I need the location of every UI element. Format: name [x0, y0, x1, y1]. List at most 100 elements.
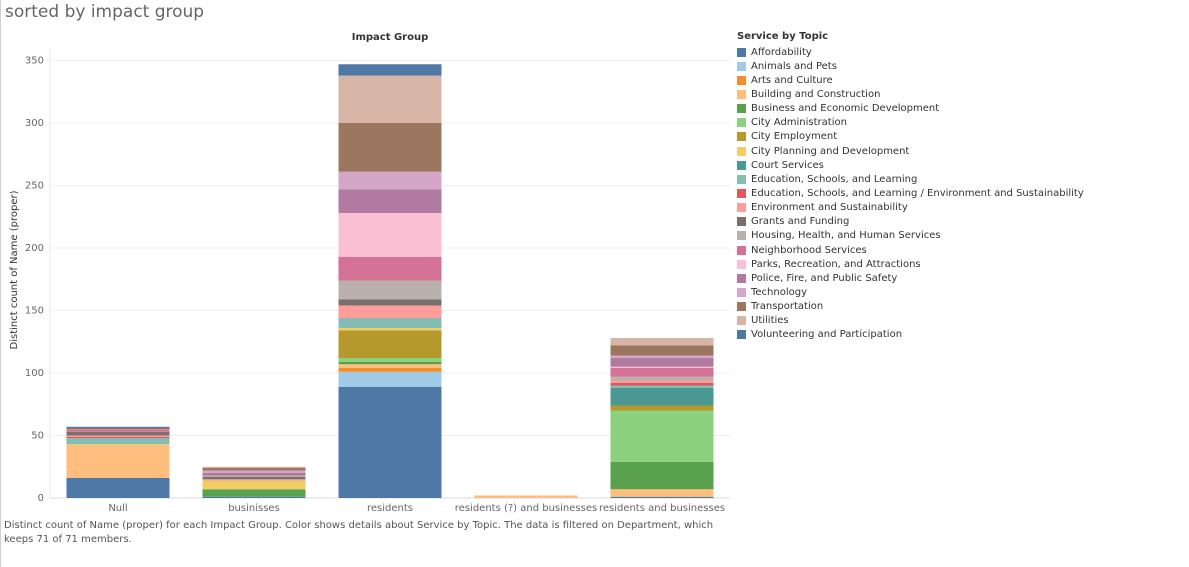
bar-segment[interactable]: Building and Construction: 26: [66, 445, 170, 479]
y-tick-label: 0: [38, 493, 44, 504]
legend-label: Affordability: [751, 46, 812, 58]
bar-segment[interactable]: Technology: 2: [202, 470, 306, 474]
legend-item[interactable]: Animals and Pets: [737, 59, 1084, 73]
legend-item[interactable]: Transportation: [737, 300, 1084, 314]
legend-item[interactable]: Business and Economic Development: [737, 102, 1084, 116]
bar-segment[interactable]: City Employment: 22: [338, 330, 442, 359]
bar-segment[interactable]: Volunteering and Participation: 1: [66, 426, 170, 428]
legend-item[interactable]: Education, Schools, and Learning / Envir…: [737, 186, 1084, 200]
bar-segment[interactable]: Affordability: 1: [202, 496, 306, 498]
bar-segment[interactable]: Police, Fire, and Public Safety: 19: [338, 189, 442, 213]
legend-swatch: [737, 160, 746, 170]
legend: Affordability Animals and Pets Arts and Cu…: [737, 45, 1084, 342]
bar-segment[interactable]: Education, Schools, and Learning: 5: [66, 438, 170, 445]
legend-swatch: [737, 302, 746, 312]
legend-item[interactable]: Neighborhood Services: [737, 243, 1084, 257]
bar-segment[interactable]: Environment and Sustainability: 1: [66, 435, 170, 437]
legend-item[interactable]: Environment and Sustainability: [737, 201, 1084, 215]
legend-item[interactable]: Parks, Recreation, and Attractions: [737, 257, 1084, 271]
bar-segment[interactable]: Transportation: 8: [610, 345, 714, 356]
bar-segment[interactable]: Business and Economic Development: 2: [338, 361, 442, 365]
bar-segment[interactable]: Building and Construction: 2: [474, 495, 578, 499]
legend-swatch: [737, 203, 746, 213]
bar-segment[interactable]: Parks, Recreation, and Attractions: 1: [610, 366, 714, 368]
bar-segment[interactable]: Building and Construction: 3: [338, 364, 442, 368]
legend-label: Volunteering and Participation: [751, 329, 903, 341]
bar-segment[interactable]: Animals and Pets: 12: [338, 371, 442, 387]
bar-segment[interactable]: Utilities: 38: [338, 75, 442, 124]
legend-item[interactable]: City Employment: [737, 130, 1084, 144]
bar-segment[interactable]: Grants and Funding: 2: [202, 476, 306, 480]
bar-segment[interactable]: City Employment: 4: [610, 405, 714, 411]
bar-segment[interactable]: Neighborhood Services: 19: [338, 256, 442, 281]
bar-segment[interactable]: Arts and Culture: 3: [338, 368, 442, 372]
bar-segment[interactable]: Environment and Sustainability: 1: [202, 479, 306, 481]
legend-item[interactable]: Housing, Health, and Human Services: [737, 229, 1084, 243]
bar-segment[interactable]: Parks, Recreation, and Attractions: 35: [338, 213, 442, 257]
bar-segment[interactable]: City Planning and Development: 2: [338, 328, 442, 331]
bar-segment[interactable]: Housing, Health, and Human Services: 3: [610, 376, 714, 381]
legend-item[interactable]: Affordability: [737, 45, 1084, 59]
bar-segment[interactable]: City Administration: 3: [338, 358, 442, 362]
bar-segment[interactable]: City Planning and Development: 1: [66, 444, 170, 446]
bar-segment[interactable]: Neighborhood Services: 7: [610, 368, 714, 377]
bar-segments[interactable]: Affordability: 16Building and Constructi…: [66, 64, 714, 499]
bar-segment[interactable]: Education, Schools, and Learning / Envir…: [66, 436, 170, 438]
bar-segment[interactable]: Police, Fire, and Public Safety: 2: [202, 473, 306, 476]
bar-segment[interactable]: Grants and Funding: 3: [66, 431, 170, 436]
bar-segment[interactable]: Environment and Sustainability: 10: [338, 305, 442, 319]
bar-segment[interactable]: Utilities: 1: [202, 466, 306, 468]
bar-segment[interactable]: Education, Schools, and Learning: 2: [610, 385, 714, 389]
legend-label: Court Services: [751, 159, 824, 171]
bar-segment[interactable]: Housing, Health, and Human Services: 1: [202, 475, 306, 477]
legend-swatch: [737, 231, 746, 241]
bar-segment[interactable]: Technology: 2: [610, 355, 714, 359]
bar-segment[interactable]: Affordability: 1: [610, 496, 714, 498]
bar-segment[interactable]: Transportation: 1: [66, 428, 170, 430]
legend-label: Animals and Pets: [751, 60, 837, 72]
legend-item[interactable]: Grants and Funding: [737, 215, 1084, 229]
bar-segment[interactable]: City Administration: 41: [610, 410, 714, 462]
legend-item[interactable]: Utilities: [737, 314, 1084, 328]
bar-segment[interactable]: Court Services: 14: [610, 388, 714, 406]
legend-swatch: [737, 132, 746, 142]
bar-segment[interactable]: Education, Schools, and Learning: 8: [338, 318, 442, 328]
bar-segment[interactable]: Education, Schools, and Learning / Envir…: [610, 383, 714, 386]
legend-item[interactable]: Arts and Culture: [737, 73, 1084, 87]
legend-swatch: [737, 75, 746, 85]
bar-segment[interactable]: Environment and Sustainability: 2: [610, 380, 714, 384]
legend-item[interactable]: City Planning and Development: [737, 144, 1084, 158]
legend-label: City Administration: [751, 117, 847, 129]
bar-segment[interactable]: City Planning and Development: 7: [202, 480, 306, 490]
legend-swatch: [737, 61, 746, 71]
legend-item[interactable]: Volunteering and Participation: [737, 328, 1084, 342]
bar-segment[interactable]: Affordability: 89: [338, 386, 442, 498]
legend-label: Housing, Health, and Human Services: [751, 230, 941, 242]
legend-item[interactable]: Education, Schools, and Learning: [737, 172, 1084, 186]
legend-item[interactable]: Building and Construction: [737, 87, 1084, 101]
legend-label: Police, Fire, and Public Safety: [751, 272, 898, 284]
bar-segment[interactable]: Business and Economic Development: 22: [610, 461, 714, 490]
bar-segment[interactable]: Affordability: 16: [66, 478, 170, 498]
bar-segment[interactable]: Building and Construction: 6: [610, 489, 714, 497]
legend-swatch: [737, 47, 746, 57]
bar-segment[interactable]: Grants and Funding: 5: [338, 299, 442, 306]
bar-segment[interactable]: Technology: 14: [338, 171, 442, 190]
x-tick-label: businisses: [228, 503, 280, 514]
bar-segment[interactable]: Housing, Health, and Human Services: 15: [338, 280, 442, 300]
bar-segment[interactable]: Neighborhood Services: 2: [66, 429, 170, 432]
legend-item[interactable]: City Administration: [737, 116, 1084, 130]
left-border: [0, 0, 1, 567]
legend-label: Environment and Sustainability: [751, 202, 908, 214]
bar-segment[interactable]: Transportation: 39: [338, 123, 442, 172]
legend-item[interactable]: Technology: [737, 285, 1084, 299]
legend-item[interactable]: Court Services: [737, 158, 1084, 172]
legend-item[interactable]: Police, Fire, and Public Safety: [737, 271, 1084, 285]
bar-segment[interactable]: Utilities: 6: [610, 338, 714, 346]
y-tick-label: 350: [25, 56, 44, 67]
bar-segment[interactable]: Business and Economic Development: 6: [202, 489, 306, 497]
bar-segment[interactable]: Volunteering and Participation: 9: [338, 64, 442, 76]
legend-swatch: [737, 273, 746, 283]
bar-segment[interactable]: Police, Fire, and Public Safety: 7: [610, 358, 714, 367]
bar-segment[interactable]: Transportation: 2: [202, 468, 306, 471]
